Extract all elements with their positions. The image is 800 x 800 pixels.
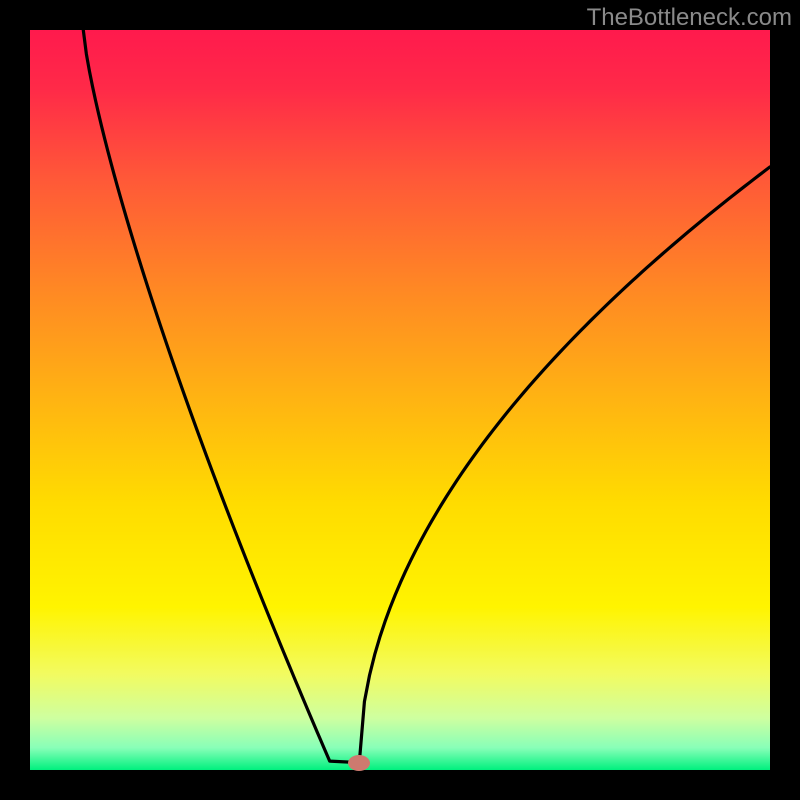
chart-curve [30, 30, 770, 770]
chart-plot-area [30, 30, 770, 770]
bottleneck-curve-path [83, 30, 770, 763]
optimum-marker [348, 755, 370, 771]
canvas: TheBottleneck.com [0, 0, 800, 800]
watermark-text: TheBottleneck.com [587, 4, 792, 32]
